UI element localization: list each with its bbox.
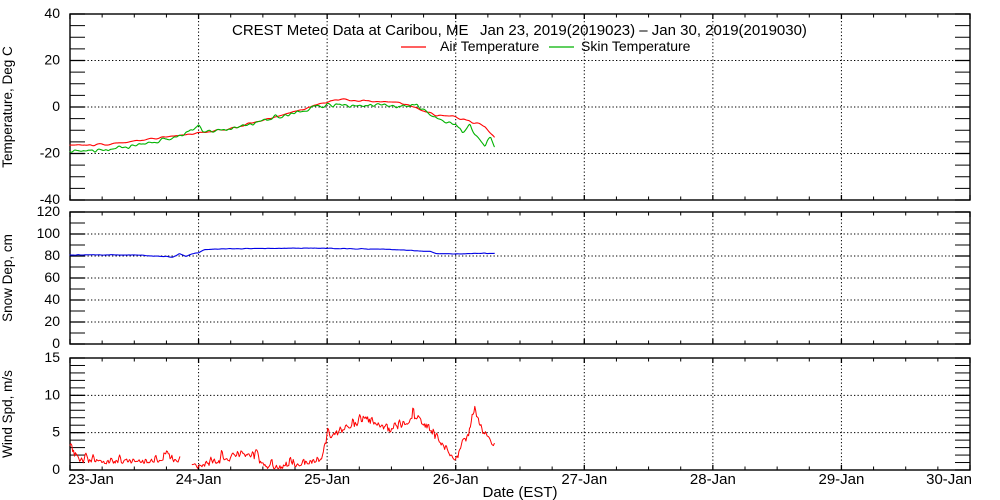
svg-text:27-Jan: 27-Jan [561,471,607,488]
svg-text:25-Jan: 25-Jan [304,471,350,488]
svg-text:20: 20 [44,52,60,68]
svg-text:40: 40 [44,5,60,21]
svg-text:Jan 23, 2019(2019023) – Jan 30: Jan 23, 2019(2019023) – Jan 30, 2019(201… [480,22,807,39]
svg-text:40: 40 [44,291,60,307]
svg-text:CREST Meteo Data at Caribou, M: CREST Meteo Data at Caribou, ME [232,22,468,39]
svg-text:100: 100 [37,225,61,241]
svg-text:29-Jan: 29-Jan [818,471,864,488]
svg-text:10: 10 [44,386,60,402]
svg-text:0: 0 [52,98,60,114]
svg-text:15: 15 [44,349,60,365]
svg-text:28-Jan: 28-Jan [690,471,736,488]
svg-text:23-Jan: 23-Jan [68,471,114,488]
svg-text:Skin Temperature: Skin Temperature [581,38,691,54]
svg-text:5: 5 [52,424,60,440]
svg-text:Wind Spd, m/s: Wind Spd, m/s [0,370,15,458]
svg-text:20: 20 [44,313,60,329]
svg-text:24-Jan: 24-Jan [176,471,222,488]
svg-text:80: 80 [44,247,60,263]
svg-text:Temperature, Deg C: Temperature, Deg C [0,46,15,168]
svg-text:26-Jan: 26-Jan [433,471,479,488]
svg-text:Date (EST): Date (EST) [482,484,557,500]
svg-text:0: 0 [52,461,60,477]
svg-text:60: 60 [44,269,60,285]
svg-text:Air Temperature: Air Temperature [440,38,540,54]
svg-text:30-Jan: 30-Jan [926,471,972,488]
svg-text:Snow Dep, cm: Snow Dep, cm [0,234,15,322]
svg-text:-20: -20 [40,145,60,161]
svg-text:120: 120 [37,203,61,219]
